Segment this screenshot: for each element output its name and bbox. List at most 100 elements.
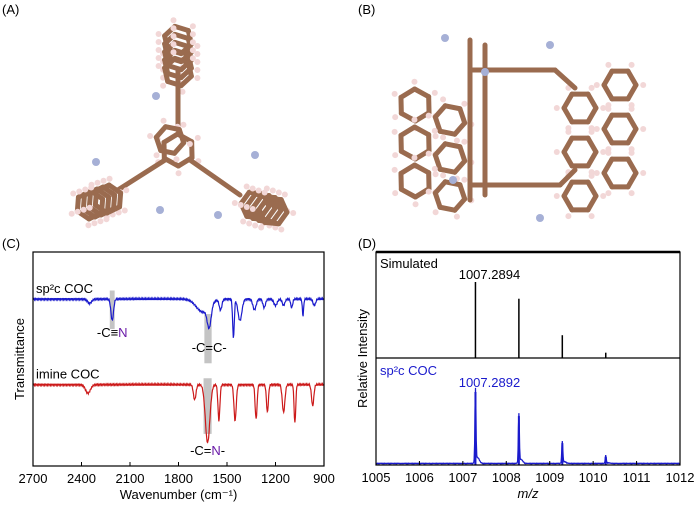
hydrogen-atom xyxy=(170,33,177,40)
simulated-peak-label: 1007.2894 xyxy=(459,267,520,282)
hydrogen-atom xyxy=(86,204,93,211)
hydrogen-atom xyxy=(392,114,399,121)
hydrogen-atom xyxy=(180,121,187,128)
x-tick-label: 1500 xyxy=(213,471,242,486)
hydrogen-atom xyxy=(431,127,438,134)
bond xyxy=(412,162,432,176)
x-tick-label: 900 xyxy=(313,471,335,486)
nitrogen-atom xyxy=(251,151,259,159)
peak-highlight xyxy=(204,314,212,364)
hydrogen-atom xyxy=(121,207,128,214)
hydrogen-atom xyxy=(412,201,419,208)
hydrogen-atom xyxy=(391,90,398,97)
x-tick-label: 2100 xyxy=(116,471,145,486)
nitrogen-atom xyxy=(546,41,554,49)
panel-label-b: (B) xyxy=(358,2,376,17)
hydrogen-atom xyxy=(593,82,600,88)
hydrogen-atom xyxy=(411,154,418,161)
hydrogen-atom xyxy=(440,172,447,179)
measured-label: sp²c COC xyxy=(380,363,437,378)
hydrogen-atom xyxy=(432,171,439,178)
hydrogen-atom xyxy=(194,66,201,73)
ir-series-label: sp²c COC xyxy=(36,281,93,296)
hydrogen-atom xyxy=(411,116,418,123)
x-tick-label: 1008 xyxy=(492,470,521,485)
hydrogen-atom xyxy=(600,149,607,155)
bond xyxy=(625,170,639,190)
x-tick-label: 1006 xyxy=(405,470,434,485)
hydrogen-atom xyxy=(155,47,162,54)
bond xyxy=(585,179,599,199)
hydrogen-atom xyxy=(189,23,196,30)
hydrogen-atom xyxy=(153,152,160,159)
bond xyxy=(601,126,615,146)
hydrogen-atom xyxy=(189,55,196,62)
hydrogen-atom xyxy=(189,47,196,54)
x-tick-label: 2400 xyxy=(67,471,96,486)
y-axis-label: Transmittance xyxy=(12,318,27,400)
hydrogen-atom xyxy=(432,133,439,140)
hydrogen-atom xyxy=(392,152,399,159)
bond xyxy=(105,194,112,214)
hydrogen-atom xyxy=(275,189,282,196)
hydrogen-atom xyxy=(432,209,439,216)
hydrogen-atom xyxy=(237,201,244,208)
nitrogen-atom xyxy=(156,206,164,214)
bond xyxy=(561,105,575,125)
nitrogen-atom xyxy=(449,176,457,184)
x-tick-label: 1011 xyxy=(623,470,651,485)
ir-series-label: imine COC xyxy=(36,367,100,382)
bond xyxy=(625,82,639,102)
x-tick-label: 1010 xyxy=(579,470,608,485)
hydrogen-atom xyxy=(392,190,399,197)
hydrogen-atom xyxy=(461,138,468,145)
panel-label-d: (D) xyxy=(358,236,377,251)
bond xyxy=(625,126,639,146)
hydrogen-atom xyxy=(593,170,600,176)
hydrogen-atom xyxy=(588,213,595,220)
hydrogen-atom xyxy=(189,39,196,46)
hydrogen-atom xyxy=(553,193,560,199)
hydrogen-atom xyxy=(179,88,186,95)
molecular-models xyxy=(68,17,647,233)
bond xyxy=(457,106,468,126)
hydrogen-atom xyxy=(103,216,110,223)
hydrogen-atom xyxy=(461,176,468,183)
nitrogen-atom xyxy=(92,158,100,166)
hydrogen-atom xyxy=(194,42,201,49)
hydrogen-atom xyxy=(189,31,196,38)
bond xyxy=(601,170,615,190)
hydrogen-atom xyxy=(186,141,193,148)
hydrogen-atom xyxy=(269,187,276,194)
nitrogen-atom xyxy=(152,92,160,100)
hydrogen-atom xyxy=(553,149,560,155)
bond xyxy=(625,112,639,132)
hydrogen-atom xyxy=(425,112,432,119)
hydrogen-atom xyxy=(628,105,635,112)
peak-annotation: -C=C- xyxy=(192,340,227,355)
hydrogen-atom xyxy=(258,224,265,231)
nitrogen-atom xyxy=(536,214,544,222)
bond xyxy=(457,144,468,164)
x-tick-label: 1012 xyxy=(666,470,695,485)
bond xyxy=(585,135,599,155)
hydrogen-atom xyxy=(553,105,560,111)
bond xyxy=(585,149,599,169)
x-tick-label: 1009 xyxy=(535,470,564,485)
hydrogen-atom xyxy=(628,149,635,156)
bond xyxy=(412,124,432,138)
hydrogen-atom xyxy=(231,199,238,206)
x-axis-label: Wavenumber (cm⁻¹) xyxy=(120,487,238,502)
hydrogen-atom xyxy=(91,220,98,227)
hydrogen-atom xyxy=(431,165,438,172)
hydrogen-atom xyxy=(74,208,81,215)
bond xyxy=(117,190,124,210)
bond xyxy=(561,149,575,169)
hydrogen-atom xyxy=(123,187,130,194)
peak-highlight xyxy=(203,378,212,434)
hydrogen-atom xyxy=(170,41,177,48)
bond xyxy=(625,68,639,88)
hydrogen-atom xyxy=(411,78,418,85)
bond xyxy=(585,193,599,213)
x-axis-label: m/z xyxy=(518,486,539,501)
